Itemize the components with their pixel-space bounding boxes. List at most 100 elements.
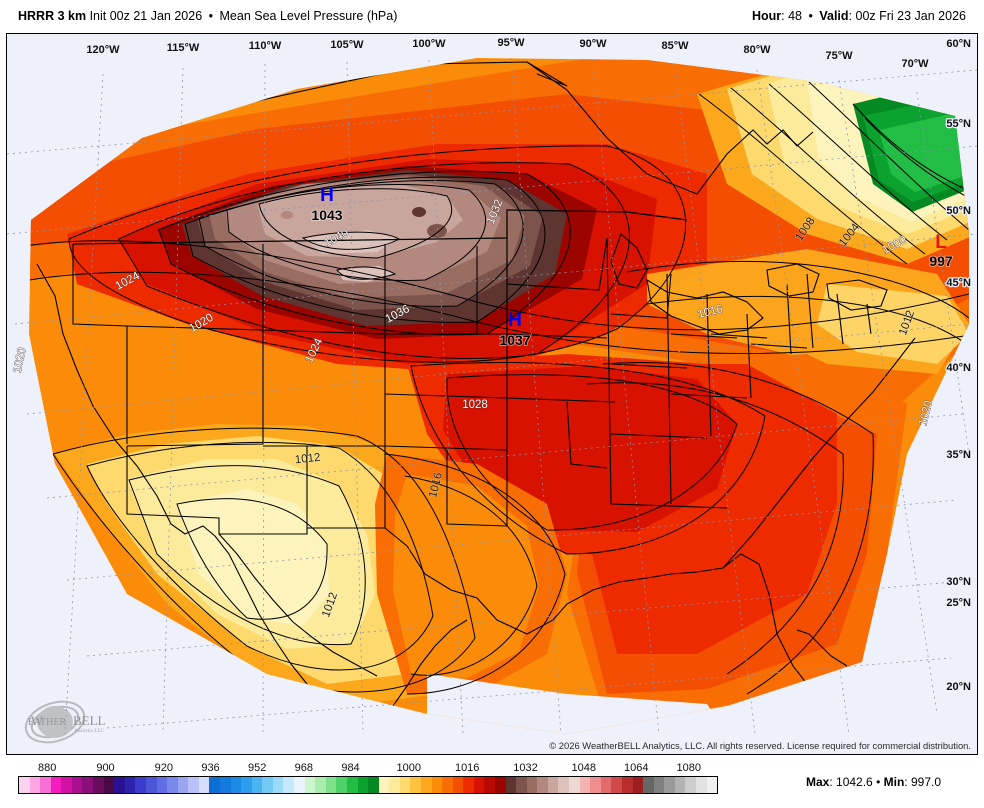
colorbar-tick-label: 1064 [624, 762, 649, 774]
colorbar-swatch [569, 777, 580, 793]
colorbar-swatch [368, 777, 379, 793]
colorbar-swatch [706, 777, 717, 793]
high-center-letter: H [508, 310, 522, 331]
colorbar-tick-label: 1016 [454, 762, 480, 774]
colorbar-tick-label: 952 [248, 762, 267, 774]
colorbar-swatch [600, 777, 612, 793]
colorbar-swatch [621, 777, 633, 793]
lon-label: 105°W [330, 39, 364, 51]
colorbar-tick-labels: 880 900 920 936 952 968 984 1000 1016 1032 1048 106… [18, 762, 718, 776]
hour-value: 48 [788, 9, 802, 23]
logo-subtext: Analytics LLC [74, 729, 105, 734]
colorbar-swatch [442, 777, 453, 793]
longitude-labels: 120°W 115°W 110°W 105°W 100°W 95°W 90°W … [85, 36, 930, 72]
colorbar-swatch [241, 777, 252, 793]
colorbar-swatch [643, 777, 654, 793]
colorbar-tick-label: 1000 [396, 762, 422, 774]
lat-label: 40°N [946, 362, 971, 374]
colorbar-swatch [93, 777, 104, 793]
logo-text-w: W [31, 713, 44, 728]
colorbar-swatch [336, 777, 347, 793]
copyright-notice: © 2026 WeatherBELL Analytics, LLC. All r… [549, 740, 971, 751]
hour-colon: : [781, 9, 785, 23]
colorbar-swatch [495, 777, 506, 793]
colorbar-swatch [283, 777, 295, 793]
colorbar-swatch [188, 777, 199, 793]
colorbar-swatch [399, 777, 411, 793]
colorbar-swatch [114, 777, 125, 793]
init-time: Init 00z 21 Jan 2026 [89, 9, 203, 23]
header-bullet-2: • [808, 9, 813, 23]
valid-colon: : [848, 9, 853, 23]
logo-text-bell: BELL [73, 713, 106, 728]
max-value: 1042.6 [836, 775, 873, 789]
colorbar-tick-label: 936 [201, 762, 220, 774]
lat-label: 25°N [946, 597, 971, 609]
colorbar-swatch [219, 777, 231, 793]
colorbar-swatch [198, 777, 210, 793]
colorbar-swatch [674, 777, 686, 793]
min-colon: : [904, 775, 908, 789]
colorbar-tick-label: 1048 [571, 762, 597, 774]
colorbar-swatch [19, 777, 30, 793]
colorbar-swatch [579, 777, 591, 793]
colorbar-swatch [590, 777, 601, 793]
colorbar-swatch [420, 777, 432, 793]
colorbar-tick-label: 984 [341, 762, 360, 774]
colorbar-swatch [103, 777, 115, 793]
colorbar-swatch [357, 777, 369, 793]
colorbar-swatch [230, 777, 242, 793]
colorbar-swatch [346, 777, 358, 793]
colorbar-swatch [389, 777, 400, 793]
colorbar-swatch [611, 777, 622, 793]
logo-text-weather: EATHER [28, 717, 67, 728]
colorbar-tick-label: 920 [154, 762, 173, 774]
max-colon: : [829, 775, 833, 789]
mslp-contour-plot: 120°W 115°W 110°W 105°W 100°W 95°W 90°W … [7, 34, 977, 754]
colorbar-swatch [294, 777, 305, 793]
colorbar-swatch [410, 777, 421, 793]
colorbar-swatch [325, 777, 337, 793]
colorbar-swatch [40, 777, 51, 793]
colorbar-swatch [473, 777, 485, 793]
high-center-value: 1043 [311, 207, 342, 223]
lon-label: 110°W [249, 40, 282, 52]
minmax-bullet: • [876, 775, 881, 789]
map-canvas[interactable]: 120°W 115°W 110°W 105°W 100°W 95°W 90°W … [6, 33, 978, 755]
valid-label: Valid [819, 9, 849, 23]
low-center-letter: L [935, 232, 947, 253]
pressure-fill-layer [29, 58, 969, 734]
header-bullet-1: • [208, 9, 214, 23]
colorbar-swatch [484, 777, 496, 793]
colorbar-swatch [29, 777, 41, 793]
lat-label: 45°N [946, 277, 971, 289]
colorbar-swatch [71, 777, 83, 793]
colorbar-swatch [177, 777, 189, 793]
map-header: HRRR 3 km Init 00z 21 Jan 2026 • Mean Se… [0, 0, 984, 32]
lon-label: 120°W [86, 44, 120, 56]
max-label: Max [806, 775, 830, 789]
header-left: HRRR 3 km Init 00z 21 Jan 2026 • Mean Se… [18, 9, 397, 23]
colorbar-swatch [653, 777, 665, 793]
colorbar-swatch [547, 777, 559, 793]
colorbar-swatch [452, 777, 464, 793]
colorbar-swatch [558, 777, 570, 793]
lat-label: 50°N [946, 205, 971, 217]
contour-label: 1020 [12, 347, 29, 375]
colorbar[interactable] [18, 776, 718, 794]
colorbar-swatch [378, 777, 390, 793]
contour-label: 1028 [462, 399, 488, 411]
colorbar-tick-label: 900 [96, 762, 115, 774]
colorbar-swatch [124, 777, 136, 793]
colorbar-swatch [431, 777, 443, 793]
graticule-layer [7, 57, 977, 735]
lon-label: 115°W [167, 42, 200, 54]
lon-label: 95°W [497, 37, 525, 49]
minmax-readout: Max: 1042.6 • Min: 997.0 [806, 775, 941, 789]
colorbar-swatch [664, 777, 675, 793]
political-boundary-layer [36, 61, 922, 717]
header-right: Hour: 48 • Valid: 00z Fri 23 Jan 2026 [752, 9, 966, 23]
lon-label: 90°W [579, 38, 607, 50]
hour-label: Hour [751, 9, 782, 23]
